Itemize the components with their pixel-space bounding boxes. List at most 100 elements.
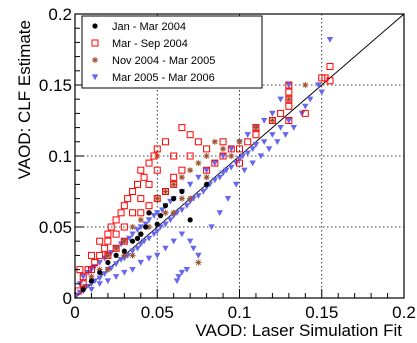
data-point <box>241 167 248 174</box>
data-point <box>204 181 210 187</box>
data-point <box>126 235 133 242</box>
data-point <box>146 210 152 216</box>
data-point <box>277 125 284 131</box>
data-point <box>178 174 185 181</box>
data-point <box>203 167 210 174</box>
data-point <box>307 96 314 103</box>
legend-item: Mar 2005 - Mar 2006 <box>91 72 215 84</box>
data-point <box>104 266 111 273</box>
data-point <box>113 252 119 258</box>
data-point <box>170 173 178 181</box>
legend-label: Jan - Mar 2004 <box>112 21 186 33</box>
data-point <box>104 251 112 259</box>
data-point <box>129 267 136 273</box>
data-point <box>129 238 136 244</box>
data-point <box>195 193 202 199</box>
data-point <box>179 188 185 195</box>
data-point <box>154 228 161 235</box>
x-axis-label: VAOD: Laser Simulation Fit <box>195 321 402 340</box>
data-point <box>121 252 128 259</box>
data-point <box>282 132 289 138</box>
data-point <box>121 269 128 276</box>
data-point <box>211 177 219 184</box>
data-point <box>146 224 153 230</box>
data-point <box>257 153 265 160</box>
legend-marker <box>92 57 98 63</box>
data-point <box>87 251 95 259</box>
data-point <box>96 251 104 259</box>
data-point <box>233 181 240 188</box>
data-point <box>134 245 141 252</box>
data-point <box>91 259 99 266</box>
data-point <box>208 224 215 231</box>
data-point <box>96 266 103 273</box>
data-point <box>277 96 284 103</box>
data-point <box>265 146 273 153</box>
data-point <box>117 209 125 217</box>
data-point <box>88 286 95 293</box>
data-point <box>143 224 149 230</box>
data-point <box>87 266 95 274</box>
data-point <box>96 281 103 287</box>
data-point <box>244 150 251 157</box>
data-point <box>101 271 108 278</box>
data-point <box>145 255 153 262</box>
data-point <box>124 195 132 203</box>
data-point <box>80 286 86 293</box>
data-point <box>171 196 177 202</box>
data-point <box>326 63 334 71</box>
data-point <box>302 82 309 88</box>
tick-labels: 0 0.05 0.1 0.15 0.2 0 0.05 0.1 0.15 0.2 <box>39 5 416 322</box>
data-point <box>252 124 259 131</box>
data-point <box>216 210 223 216</box>
legend: Jan - Mar 2004 Mar - Sep 2004 Nov 2004 - M… <box>81 15 263 89</box>
data-point <box>285 88 293 96</box>
data-point <box>107 265 115 272</box>
data-point <box>195 252 202 259</box>
legend-label: Mar - Sep 2004 <box>112 38 188 50</box>
data-point <box>137 209 145 217</box>
data-point <box>162 221 169 228</box>
legend-marker <box>91 74 99 81</box>
data-point <box>162 245 169 252</box>
data-point <box>211 138 218 145</box>
data-point <box>178 195 185 202</box>
data-point <box>203 166 211 174</box>
data-point <box>129 252 136 259</box>
data-point <box>112 274 120 280</box>
data-point <box>219 138 227 146</box>
data-point <box>120 223 128 231</box>
data-point <box>186 181 194 188</box>
data-point <box>153 166 161 174</box>
data-point <box>104 278 112 285</box>
data-point <box>129 248 136 255</box>
data-point <box>161 138 169 146</box>
data-point <box>194 138 202 146</box>
data-point <box>219 153 227 160</box>
data-point <box>269 110 276 117</box>
data-point <box>129 188 137 195</box>
data-point <box>170 238 177 245</box>
data-point <box>129 231 136 238</box>
data-point <box>236 159 243 167</box>
data-point <box>315 82 322 89</box>
data-point <box>239 153 246 160</box>
data-points <box>73 36 334 299</box>
data-point <box>153 195 161 203</box>
legend-item: Mar - Sep 2004 <box>91 38 188 50</box>
data-point <box>178 207 186 214</box>
data-point <box>80 274 87 280</box>
data-point <box>285 95 293 103</box>
data-point <box>117 257 125 263</box>
data-point <box>228 164 235 171</box>
data-point <box>228 146 235 153</box>
data-point <box>178 124 186 132</box>
data-point <box>220 145 227 152</box>
data-point <box>101 244 109 252</box>
data-point <box>216 174 223 181</box>
legend-label: Mar 2005 - Mar 2006 <box>112 72 215 84</box>
y-tick-label: 0 <box>63 289 72 308</box>
data-point <box>236 145 243 153</box>
data-point <box>104 230 112 238</box>
y-tick-label: 0.05 <box>39 218 72 237</box>
